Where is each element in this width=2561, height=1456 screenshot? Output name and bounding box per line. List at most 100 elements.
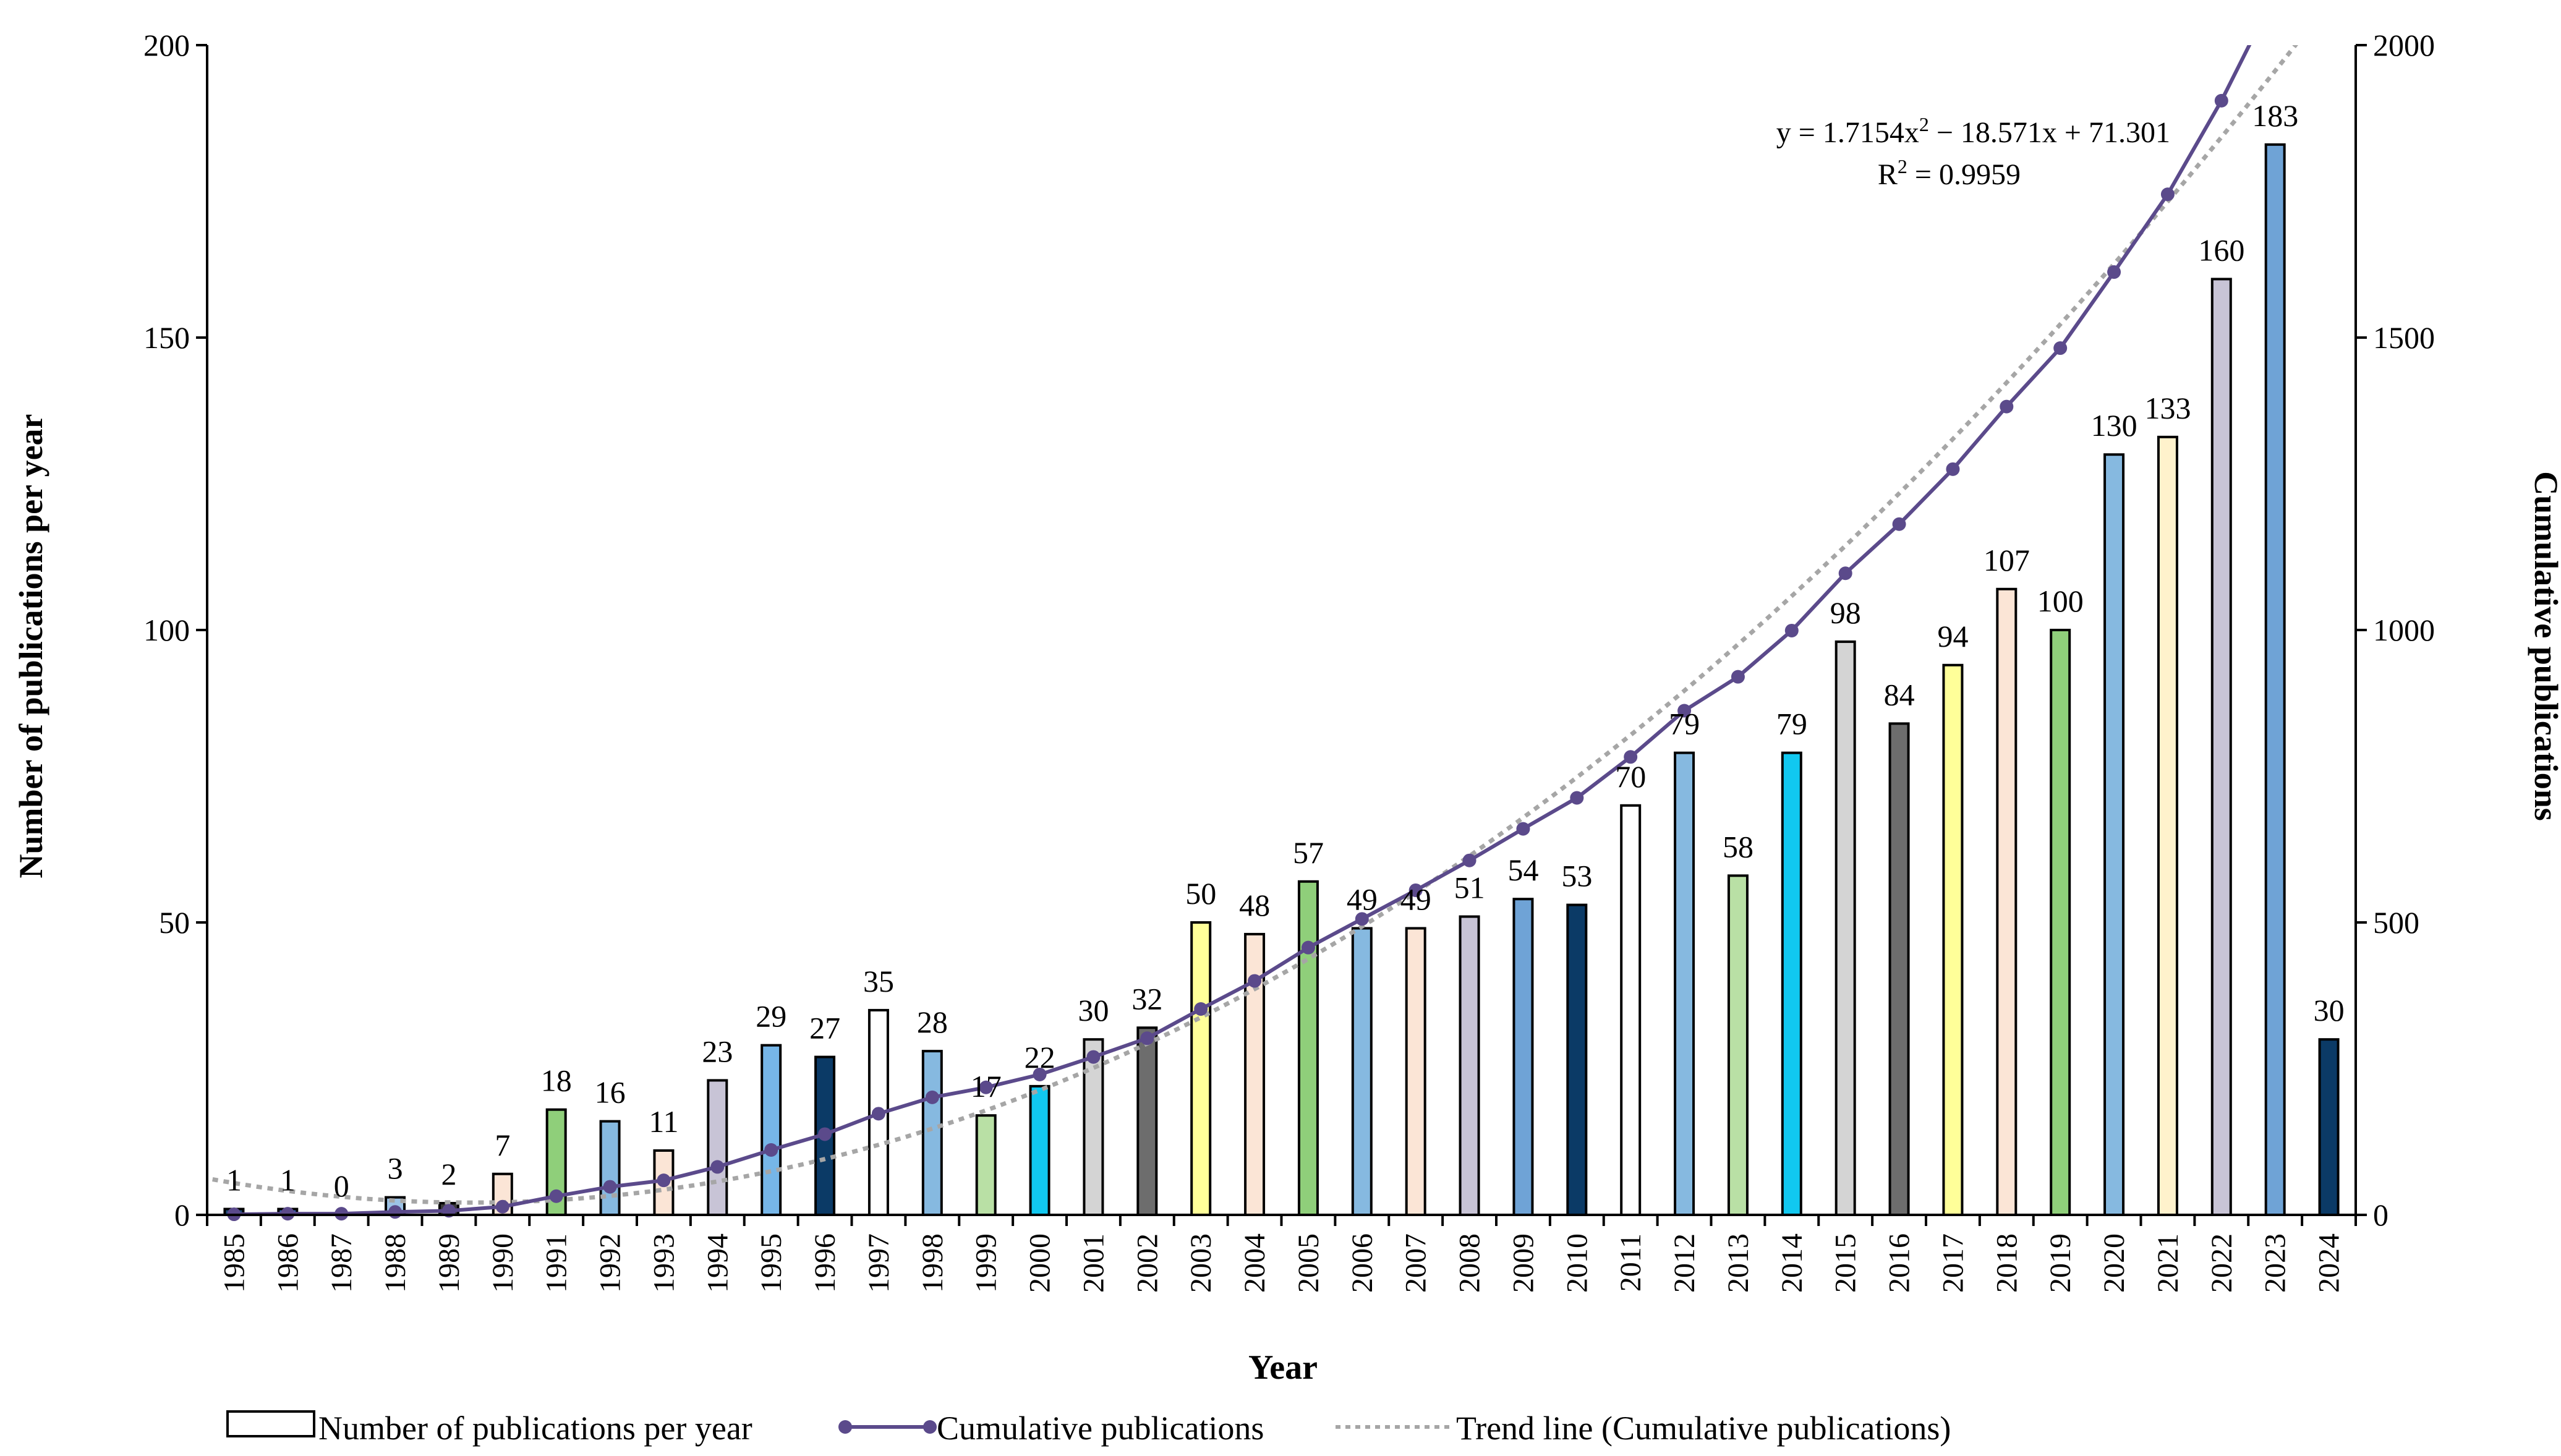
cumulative-marker bbox=[1892, 517, 1906, 531]
y-tick-label: 0 bbox=[174, 1198, 190, 1232]
bar-value-label: 50 bbox=[1185, 876, 1216, 911]
x-tick-label: 2008 bbox=[1454, 1233, 1486, 1293]
bar bbox=[2157, 435, 2178, 1217]
bar-value-label: 0 bbox=[334, 1169, 349, 1203]
cumulative-marker bbox=[925, 1090, 939, 1104]
x-tick-label: 2024 bbox=[2313, 1233, 2346, 1293]
cumulative-marker bbox=[1624, 750, 1638, 764]
bar-value-label: 160 bbox=[2198, 232, 2244, 267]
bar-value-label: 27 bbox=[809, 1011, 840, 1045]
x-tick-label: 2013 bbox=[1722, 1233, 1755, 1293]
x-tick-label: 1993 bbox=[647, 1233, 680, 1293]
x-tick-label: 2019 bbox=[2044, 1233, 2077, 1293]
x-tick-label: 1988 bbox=[379, 1233, 412, 1293]
bar bbox=[1029, 1084, 1050, 1216]
cumulative-marker bbox=[2053, 341, 2068, 355]
y2-tick-label: 0 bbox=[2373, 1198, 2388, 1232]
x-tick-label: 1991 bbox=[540, 1233, 573, 1293]
y-tick-label: 200 bbox=[143, 28, 190, 62]
cumulative-marker bbox=[1946, 462, 1960, 476]
bar-value-label: 35 bbox=[863, 964, 894, 998]
bar bbox=[1834, 640, 1856, 1217]
cumulative-marker bbox=[710, 1160, 725, 1174]
bar-value-label: 30 bbox=[1078, 993, 1109, 1028]
x-tick-label: 2002 bbox=[1131, 1233, 1164, 1293]
x-tick-label: 1995 bbox=[755, 1233, 788, 1293]
bar bbox=[1297, 880, 1319, 1216]
bar bbox=[2318, 1038, 2340, 1216]
legend-bar-swatch bbox=[226, 1410, 315, 1437]
bar-value-label: 17 bbox=[971, 1069, 1002, 1104]
bar bbox=[1190, 921, 1212, 1216]
cumulative-marker bbox=[1462, 853, 1477, 867]
equation-label: y = 1.7154x2 − 18.571x + 71.301 bbox=[1776, 113, 2170, 149]
cumulative-marker bbox=[549, 1189, 563, 1203]
bar bbox=[1996, 587, 2018, 1216]
bar-value-label: 23 bbox=[702, 1034, 733, 1068]
bar-value-label: 2 bbox=[441, 1157, 456, 1191]
bar-value-label: 107 bbox=[1984, 543, 2030, 577]
cumulative-marker bbox=[1140, 1031, 1154, 1045]
bar-value-label: 54 bbox=[1507, 853, 1538, 887]
x-tick-label: 2020 bbox=[2098, 1233, 2131, 1293]
x-tick-label: 2010 bbox=[1561, 1233, 1593, 1293]
bar-value-label: 1 bbox=[226, 1163, 242, 1198]
x-tick-label: 2014 bbox=[1776, 1233, 1809, 1293]
bar bbox=[1405, 927, 1426, 1216]
y-tick-label: 50 bbox=[159, 905, 190, 940]
x-tick-label: 2001 bbox=[1077, 1233, 1110, 1293]
x-tick-label: 1998 bbox=[916, 1233, 949, 1293]
cumulative-marker bbox=[603, 1180, 617, 1194]
legend-line-marker bbox=[838, 1420, 852, 1434]
r-squared-label: R2 = 0.9959 bbox=[1878, 155, 2021, 191]
bar-value-label: 100 bbox=[2037, 584, 2084, 618]
y-axis-title: Number of publications per year bbox=[12, 414, 49, 878]
cumulative-marker bbox=[1355, 912, 1369, 926]
bar bbox=[1351, 927, 1373, 1216]
bar bbox=[1674, 751, 1695, 1217]
cumulative-marker bbox=[1731, 670, 1745, 684]
x-tick-label: 2012 bbox=[1668, 1233, 1701, 1293]
bar-value-label: 53 bbox=[1561, 859, 1592, 893]
x-tick-label: 2011 bbox=[1614, 1233, 1647, 1292]
cumulative-marker bbox=[1086, 1050, 1101, 1064]
cumulative-marker bbox=[1677, 704, 1692, 718]
bar bbox=[1566, 903, 1588, 1216]
bar-value-label: 30 bbox=[2314, 993, 2345, 1028]
cumulative-marker bbox=[657, 1173, 671, 1188]
x-tick-label: 2015 bbox=[1830, 1233, 1862, 1293]
y-tick-label: 150 bbox=[143, 320, 190, 355]
trend-layer bbox=[212, 45, 2298, 1205]
bar-value-label: 51 bbox=[1454, 871, 1485, 905]
x-tick-label: 2023 bbox=[2259, 1233, 2292, 1293]
bar bbox=[975, 1114, 997, 1217]
cumulative-marker bbox=[2000, 399, 2014, 414]
bar-value-label: 94 bbox=[1937, 619, 1968, 653]
x-tick-label: 2021 bbox=[2152, 1233, 2184, 1293]
bar-value-label: 18 bbox=[541, 1063, 572, 1098]
cumulative-marker bbox=[2160, 187, 2175, 202]
y2-tick-label: 500 bbox=[2373, 905, 2419, 940]
bar-value-label: 49 bbox=[1400, 882, 1431, 916]
legend-trend-label: Trend line (Cumulative publications) bbox=[1456, 1410, 1951, 1447]
bar bbox=[761, 1044, 782, 1217]
bar-value-label: 98 bbox=[1830, 595, 1861, 630]
x-tick-label: 1996 bbox=[809, 1233, 842, 1293]
bar bbox=[1727, 874, 1749, 1216]
bar bbox=[707, 1079, 728, 1217]
cumulative-marker bbox=[1408, 883, 1423, 897]
cumulative-marker bbox=[1838, 566, 1852, 581]
bar-value-label: 11 bbox=[649, 1104, 678, 1139]
bar bbox=[2210, 278, 2232, 1216]
bar-value-label: 130 bbox=[2091, 408, 2137, 443]
x-tick-label: 2003 bbox=[1185, 1233, 1217, 1293]
x-axis-title: Year bbox=[1248, 1348, 1318, 1387]
x-tick-label: 2007 bbox=[1400, 1233, 1433, 1293]
bar-value-label: 3 bbox=[388, 1151, 403, 1186]
x-tick-label: 2005 bbox=[1292, 1233, 1325, 1293]
bar-value-label: 29 bbox=[756, 999, 786, 1034]
x-tick-label: 1992 bbox=[594, 1233, 627, 1293]
cumulative-line bbox=[234, 45, 2252, 1215]
cumulative-marker bbox=[1516, 822, 1530, 836]
x-tick-label: 2009 bbox=[1507, 1233, 1540, 1293]
